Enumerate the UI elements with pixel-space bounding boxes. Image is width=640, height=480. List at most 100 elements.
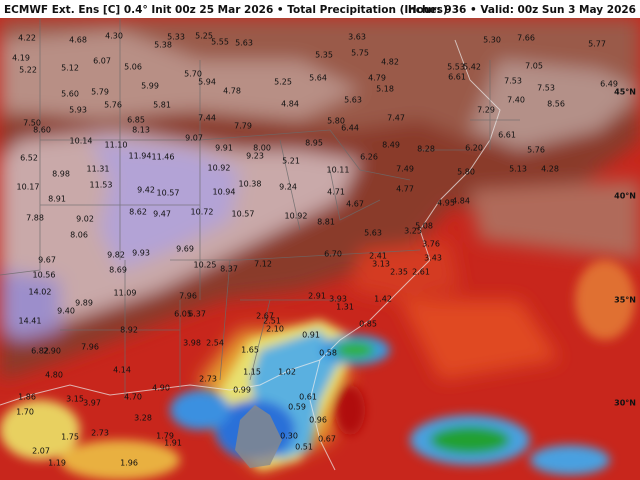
precip-value: 2.67 xyxy=(256,312,274,321)
precip-value: 2.73 xyxy=(199,375,217,384)
precip-value: 4.90 xyxy=(152,384,170,393)
precip-value: 7.47 xyxy=(387,114,405,123)
precip-value: 10.92 xyxy=(208,164,231,173)
header-bar xyxy=(0,0,640,18)
precip-value: 9.23 xyxy=(246,152,264,161)
precip-value: 6.61 xyxy=(448,73,466,82)
precip-value: 10.14 xyxy=(70,137,93,146)
precip-value: 2.91 xyxy=(308,292,326,301)
precip-value: 5.33 xyxy=(167,33,185,42)
precip-value: 9.93 xyxy=(132,249,150,258)
precip-value: 7.96 xyxy=(179,292,197,301)
precip-value: 2.41 xyxy=(369,252,387,261)
precip-value: 1.96 xyxy=(120,459,138,468)
precip-field xyxy=(0,18,640,480)
precip-value: 10.57 xyxy=(157,189,180,198)
precip-value: 4.19 xyxy=(12,54,30,63)
precip-value: 1.65 xyxy=(241,346,259,355)
precip-value: 4.70 xyxy=(124,393,142,402)
precip-value: 8.91 xyxy=(48,195,66,204)
precip-value: 3.28 xyxy=(134,414,152,423)
precip-value: 9.24 xyxy=(279,183,297,192)
precip-value: 0.30 xyxy=(280,432,298,441)
precip-value: 9.07 xyxy=(185,134,203,143)
precip-value: 4.95 xyxy=(437,199,455,208)
precip-value: 10.94 xyxy=(213,188,236,197)
precip-value: 5.06 xyxy=(124,63,142,72)
precip-value: 6.52 xyxy=(20,154,38,163)
precip-value: 11.53 xyxy=(90,181,113,190)
precip-value: 8.62 xyxy=(129,208,147,217)
precip-value: 9.89 xyxy=(75,299,93,308)
precip-value: 5.70 xyxy=(184,70,202,79)
precip-value: 8.49 xyxy=(382,141,400,150)
valid-time: Hour: 936 • Valid: 00z Sun 3 May 2026 xyxy=(408,4,636,16)
precip-value: 1.91 xyxy=(164,439,182,448)
precip-value: 1.75 xyxy=(61,433,79,442)
precip-value: 3.25 xyxy=(404,227,422,236)
precip-value: 3.43 xyxy=(424,254,442,263)
precip-value: 7.44 xyxy=(198,114,216,123)
precip-value: 3.76 xyxy=(422,240,440,249)
precip-value: 3.13 xyxy=(372,260,390,269)
precip-value: 8.95 xyxy=(305,139,323,148)
precip-value: 0.99 xyxy=(233,386,251,395)
precip-value: 4.30 xyxy=(105,32,123,41)
precip-value: 1.70 xyxy=(16,408,34,417)
precip-value: 6.61 xyxy=(498,131,516,140)
precip-value: 3.97 xyxy=(83,399,101,408)
precip-value: 5.21 xyxy=(282,157,300,166)
precip-value: 7.88 xyxy=(26,214,44,223)
precip-value: 7.66 xyxy=(517,34,535,43)
precip-value: 1.15 xyxy=(243,368,261,377)
precip-value: 3.98 xyxy=(183,339,201,348)
precip-value: 6.82 xyxy=(31,347,49,356)
precip-value: 4.84 xyxy=(452,197,470,206)
precip-value: 0.96 xyxy=(309,416,327,425)
precip-value: 8.92 xyxy=(120,326,138,335)
precip-value: 9.69 xyxy=(176,245,194,254)
precip-value: 8.06 xyxy=(70,231,88,240)
precip-value: 8.60 xyxy=(33,126,51,135)
precip-value: 8.28 xyxy=(417,145,435,154)
precip-value: 4.80 xyxy=(45,371,63,380)
precip-value: 5.18 xyxy=(376,85,394,94)
precip-value: 4.14 xyxy=(113,366,131,375)
precip-value: 2.73 xyxy=(91,429,109,438)
precip-value: 4.67 xyxy=(346,200,364,209)
precip-value: 0.67 xyxy=(318,435,336,444)
precip-value: 2.51 xyxy=(263,317,281,326)
precip-value: 2.61 xyxy=(412,268,430,277)
precip-value: 2.54 xyxy=(206,339,224,348)
precip-value: 0.59 xyxy=(288,403,306,412)
precip-value: 5.79 xyxy=(91,88,109,97)
precip-value: 4.82 xyxy=(381,58,399,67)
precip-value: 7.40 xyxy=(507,96,525,105)
precip-value: 1.86 xyxy=(18,393,36,402)
precip-value: 7.50 xyxy=(23,119,41,128)
precip-value: 1.31 xyxy=(336,303,354,312)
precip-value: 5.80 xyxy=(457,168,475,177)
latitude-label: 30°N xyxy=(614,399,636,408)
latitude-label: 35°N xyxy=(614,296,636,305)
precip-value: 6.20 xyxy=(465,144,483,153)
precip-value: 5.99 xyxy=(141,82,159,91)
precip-value: 7.49 xyxy=(396,165,414,174)
precip-value: 1.79 xyxy=(156,432,174,441)
precip-value: 10.38 xyxy=(239,180,262,189)
precip-value: 5.77 xyxy=(588,40,606,49)
precip-value: 1.42 xyxy=(374,295,392,304)
precip-value: 6.07 xyxy=(93,57,111,66)
precip-value: 7.53 xyxy=(537,84,555,93)
precip-value: 6.70 xyxy=(324,250,342,259)
precip-value: 7.12 xyxy=(254,260,272,269)
precip-value: 5.42 xyxy=(463,63,481,72)
precip-value: 8.13 xyxy=(132,126,150,135)
precip-value: 3.15 xyxy=(66,395,84,404)
precip-value: 5.25 xyxy=(195,32,213,41)
precip-value: 5.75 xyxy=(351,49,369,58)
precip-value: 11.46 xyxy=(152,153,175,162)
precip-value: 14.02 xyxy=(29,288,52,297)
latitude-label: 40°N xyxy=(614,192,636,201)
